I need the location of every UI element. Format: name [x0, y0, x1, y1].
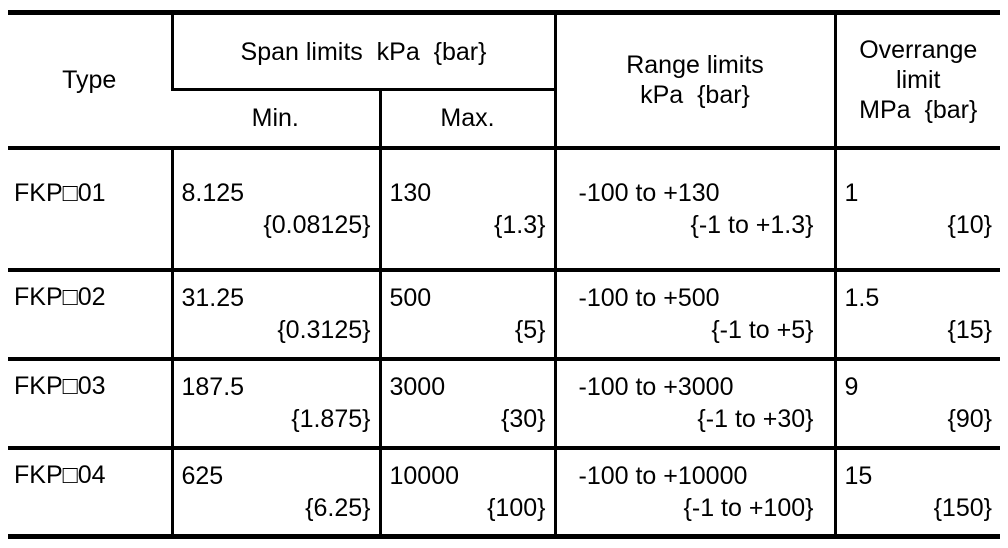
span-max-cell: 3000 {30}: [378, 356, 555, 448]
col-header-span-min: Min.: [172, 89, 380, 150]
span-max-cell: 10000 {100}: [378, 445, 555, 537]
span-max-bar: {100}: [487, 493, 546, 522]
span-max-bar: {1.3}: [494, 210, 546, 239]
overrange-mpa: 1: [844, 178, 859, 207]
span-max-cell: 130 {1.3}: [378, 147, 555, 270]
range-kpa: -100 to +3000: [578, 373, 734, 401]
type-label: FKP□01: [8, 147, 172, 270]
table-row-fkp02: FKP□02 31.25 {0.3125} 500 {5} -100 to +5: [8, 267, 1000, 359]
table-row-fkp04: FKP□04 625 {6.25} 10000 {100} -100 to +1: [8, 445, 1000, 537]
type-label: FKP□03: [8, 356, 172, 448]
span-min-kpa: 625: [181, 461, 224, 490]
span-max-kpa: 10000: [389, 461, 460, 490]
overrange-cell: 1.5 {15}: [833, 267, 1000, 359]
span-min-bar: {1.875}: [291, 405, 371, 433]
overrange-bar: {15}: [947, 316, 992, 344]
table-row-fkp03: FKP□03 187.5 {1.875} 3000 {30} -100 to +: [8, 356, 1000, 448]
col-header-span-max: Max.: [378, 89, 555, 150]
range-kpa: -100 to +500: [578, 284, 720, 312]
range-bar: {-1 to +30}: [697, 405, 814, 433]
span-min-kpa: 31.25: [181, 284, 245, 312]
range-bar: {-1 to +1.3}: [690, 210, 814, 239]
overrange-cell: 9 {90}: [833, 356, 1000, 448]
range-limits-cell: -100 to +130 {-1 to +1.3}: [553, 147, 835, 270]
span-range-limits-table: Type Span limits kPa {bar} Range limits …: [8, 10, 1000, 539]
span-min-cell: 625 {6.25}: [170, 445, 380, 537]
span-max-kpa: 500: [389, 284, 432, 312]
span-max-bar: {30}: [500, 405, 546, 433]
overrange-bar: {10}: [947, 210, 992, 239]
overrange-bar: {90}: [947, 405, 992, 433]
span-max-kpa: 3000: [389, 373, 446, 401]
table-row-fkp01: FKP□01 8.125 {0.08125} 130 {1.3} -100 to: [8, 147, 1000, 270]
overrange-cell: 15 {150}: [833, 445, 1000, 537]
type-label: FKP□02: [8, 267, 172, 359]
overrange-mpa: 9: [844, 373, 859, 401]
span-min-kpa: 8.125: [181, 178, 245, 207]
span-max-bar: {5}: [514, 316, 546, 344]
col-header-overrange-limit: Overrange limit MPa {bar}: [833, 12, 1000, 150]
col-header-range-limits: Range limits kPa {bar}: [553, 12, 835, 150]
overrange-bar: {150}: [933, 493, 992, 522]
col-header-span-limits: Span limits kPa {bar}: [170, 12, 555, 91]
span-min-bar: {0.3125}: [277, 316, 371, 344]
range-bar: {-1 to +5}: [711, 316, 814, 344]
span-min-bar: {6.25}: [305, 493, 371, 522]
col-header-type: Type: [8, 12, 172, 150]
span-min-kpa: 187.5: [181, 373, 245, 401]
span-min-bar: {0.08125}: [263, 210, 371, 239]
range-kpa: -100 to +130: [578, 178, 720, 207]
span-min-cell: 8.125 {0.08125}: [170, 147, 380, 270]
overrange-cell: 1 {10}: [833, 147, 1000, 270]
range-limits-cell: -100 to +3000 {-1 to +30}: [553, 356, 835, 448]
range-bar: {-1 to +100}: [683, 493, 814, 522]
overrange-mpa: 1.5: [844, 284, 880, 312]
range-limits-cell: -100 to +500 {-1 to +5}: [553, 267, 835, 359]
range-limits-cell: -100 to +10000 {-1 to +100}: [553, 445, 835, 537]
span-max-cell: 500 {5}: [378, 267, 555, 359]
span-min-cell: 31.25 {0.3125}: [170, 267, 380, 359]
span-min-cell: 187.5 {1.875}: [170, 356, 380, 448]
range-kpa: -100 to +10000: [578, 461, 748, 490]
type-label: FKP□04: [8, 445, 172, 537]
overrange-mpa: 15: [844, 461, 873, 490]
span-max-kpa: 130: [389, 178, 432, 207]
